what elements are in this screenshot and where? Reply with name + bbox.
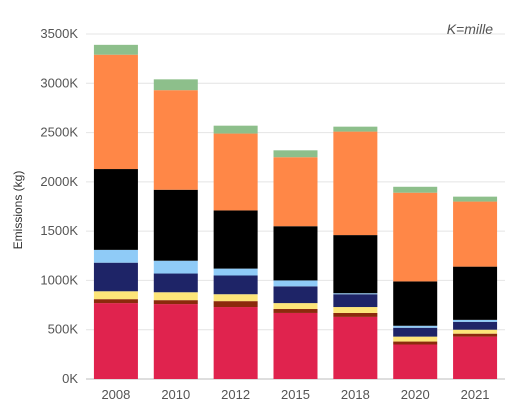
bar-segment: [453, 329, 498, 334]
bar-segment: [153, 292, 198, 301]
x-tick-label: 2008: [101, 387, 130, 402]
bar-segment: [393, 281, 438, 326]
bar-segment: [333, 126, 378, 132]
bar-segment: [273, 312, 318, 379]
y-tick-label: 3500K: [40, 26, 78, 41]
y-tick-label: 500K: [48, 322, 79, 337]
x-tick-label: 2012: [221, 387, 250, 402]
bar-segment: [93, 262, 138, 292]
y-tick-label: 3000K: [40, 75, 78, 90]
bar-segment: [393, 341, 438, 345]
bar-segment: [453, 321, 498, 330]
unit-note: K=mille: [446, 21, 493, 37]
bar-segment: [213, 275, 258, 295]
bar-segment: [153, 90, 198, 190]
bar-segment: [93, 169, 138, 250]
bar-segment: [453, 196, 498, 202]
x-tick-label: 2020: [401, 387, 430, 402]
bar-segment: [213, 125, 258, 134]
bar-segment: [213, 133, 258, 211]
y-tick-label: 2000K: [40, 174, 78, 189]
y-tick-label: 1000K: [40, 272, 78, 287]
bar-segment: [333, 307, 378, 313]
y-axis-tick-labels: 0K 500K 1000K 1500K 2000K 2500K 3000K 3500K: [40, 26, 78, 386]
bar-segment: [393, 344, 438, 379]
y-tick-label: 2500K: [40, 125, 78, 140]
bar-segment: [153, 189, 198, 261]
bar-segment: [333, 131, 378, 236]
bar-segment: [333, 294, 378, 308]
bar-segment: [213, 307, 258, 379]
bar-segment: [93, 54, 138, 170]
x-axis-tick-labels: 2008 2010 2012 2015 2018 2020 2021: [101, 387, 489, 402]
bar-segment: [153, 273, 198, 293]
bar-segment: [453, 333, 498, 337]
x-tick-label: 2010: [161, 387, 190, 402]
x-tick-label: 2018: [341, 387, 370, 402]
bar-segment: [273, 157, 318, 227]
bar-segment: [93, 249, 138, 263]
bar-segment: [453, 201, 498, 267]
x-tick-label: 2021: [461, 387, 490, 402]
bar-segment: [393, 192, 438, 282]
bar-segment: [93, 303, 138, 379]
bar-segment: [213, 301, 258, 308]
bar-segment: [153, 260, 198, 274]
bar-segment: [453, 319, 498, 322]
bar-segment: [453, 336, 498, 379]
bar-segment: [453, 266, 498, 320]
bar-segment: [273, 226, 318, 281]
bar-segment: [393, 327, 438, 337]
bar-segment: [333, 316, 378, 379]
bar-segment: [393, 325, 438, 328]
bar-segment: [273, 286, 318, 304]
bar-segment: [273, 280, 318, 287]
y-tick-label: 1500K: [40, 223, 78, 238]
bar-segment: [93, 291, 138, 300]
bar-segment: [393, 336, 438, 342]
bar-segment: [213, 210, 258, 269]
y-tick-label: 0K: [62, 371, 78, 386]
y-axis-label: Emissions (kg): [11, 171, 25, 250]
bar-segment: [93, 44, 138, 55]
bar-segment: [93, 299, 138, 304]
bar-segment: [153, 79, 198, 91]
bar-segment: [273, 150, 318, 158]
bar-segment: [273, 303, 318, 310]
bar-segment: [333, 293, 378, 295]
bar-segment: [153, 304, 198, 379]
bars: [93, 44, 498, 379]
x-tick-label: 2015: [281, 387, 310, 402]
bar-segment: [333, 312, 378, 317]
bar-segment: [213, 268, 258, 276]
bar-segment: [213, 294, 258, 302]
bar-segment: [393, 186, 438, 193]
bar-segment: [273, 309, 318, 313]
bar-segment: [153, 300, 198, 305]
bar-segment: [333, 235, 378, 294]
